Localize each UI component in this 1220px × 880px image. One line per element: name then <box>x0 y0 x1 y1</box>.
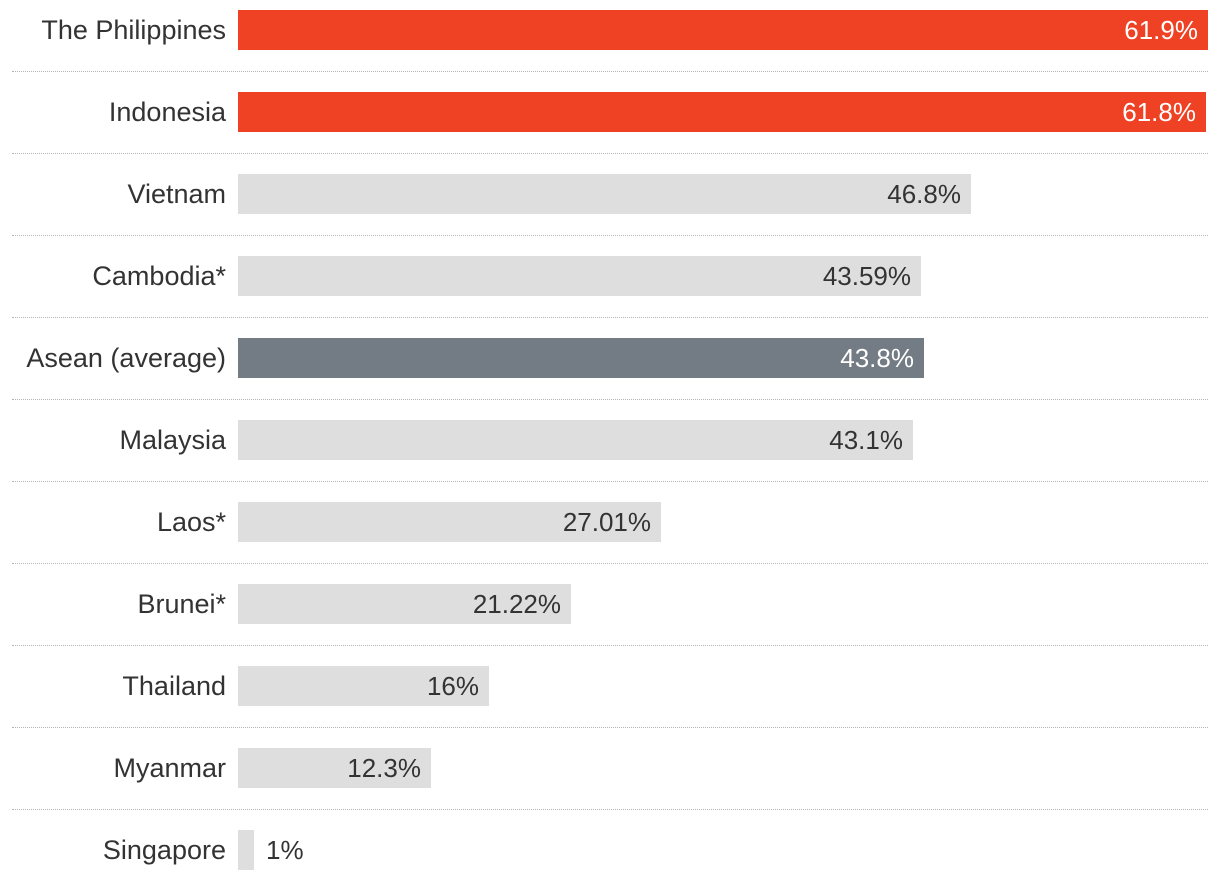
bar <box>238 174 971 214</box>
row-divider <box>12 645 1208 646</box>
value-label: 27.01% <box>562 507 651 537</box>
row-divider <box>12 235 1208 236</box>
value-label: 46.8% <box>887 179 961 209</box>
value-label: 21.22% <box>472 589 561 619</box>
category-label: Malaysia <box>119 425 226 455</box>
bar <box>238 666 489 706</box>
bar <box>238 502 661 542</box>
bar <box>238 748 431 788</box>
category-label: Laos* <box>156 507 226 537</box>
bar <box>238 420 913 460</box>
category-label: Vietnam <box>127 179 226 209</box>
bar <box>238 10 1208 50</box>
bar <box>238 338 924 378</box>
row-divider <box>12 71 1208 72</box>
category-label: Thailand <box>122 671 226 701</box>
row-divider <box>12 809 1208 810</box>
bar <box>238 584 571 624</box>
category-label: Asean (average) <box>26 343 226 373</box>
category-label: Brunei* <box>137 589 226 619</box>
row-divider <box>12 153 1208 154</box>
value-label: 61.9% <box>1124 15 1198 45</box>
value-label: 12.3% <box>347 753 421 783</box>
category-label: Cambodia* <box>92 261 226 291</box>
value-label: 1% <box>266 835 304 865</box>
category-label: Myanmar <box>113 753 226 783</box>
value-label: 43.1% <box>829 425 903 455</box>
row-divider <box>12 399 1208 400</box>
row-divider <box>12 481 1208 482</box>
value-label: 43.8% <box>840 343 914 373</box>
value-label: 61.8% <box>1122 97 1196 127</box>
row-divider <box>12 317 1208 318</box>
row-divider <box>12 563 1208 564</box>
category-label: Indonesia <box>108 97 226 127</box>
bar <box>238 256 921 296</box>
value-label: 16% <box>426 671 479 701</box>
value-label: 43.59% <box>822 261 911 291</box>
bar <box>238 830 254 870</box>
category-label: The Philippines <box>41 15 226 45</box>
bar <box>238 92 1206 132</box>
row-divider <box>12 727 1208 728</box>
category-label: Singapore <box>102 835 226 865</box>
